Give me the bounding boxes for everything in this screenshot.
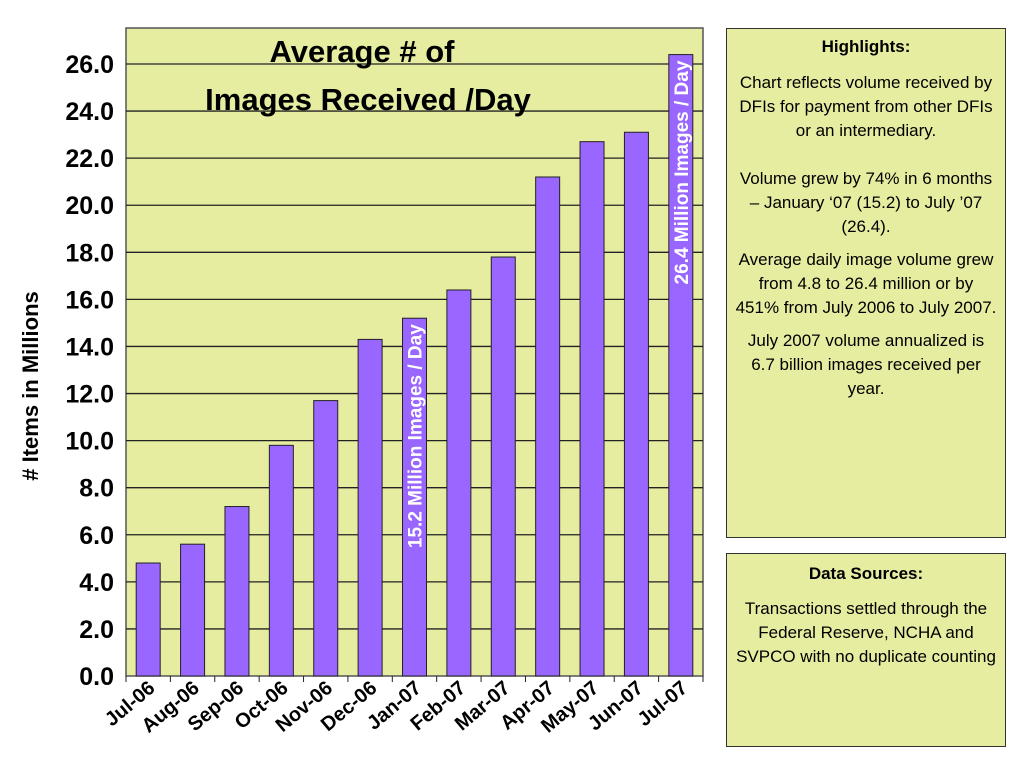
bar-apr-07 [535, 176, 561, 677]
highlight-paragraph-3: Average daily image volume grew from 4.8… [735, 250, 997, 317]
bar-mar-07 [490, 256, 516, 677]
chart-title-line2: Images Received /Day [205, 82, 531, 117]
data-sources-text: Transactions settled through the Federal… [736, 599, 996, 666]
y-tick-label: 26.0 [65, 51, 114, 79]
bars [135, 54, 694, 677]
highlights-heading: Highlights: [821, 37, 911, 56]
y-tick-label: 18.0 [65, 239, 114, 267]
bar-nov-06 [313, 400, 339, 677]
y-tick-label: 20.0 [65, 192, 114, 220]
y-tick-label: 8.0 [79, 475, 114, 503]
y-tick-label: 0.0 [79, 663, 114, 691]
bar-annotation: 15.2 Million Images / Day [406, 324, 427, 548]
y-tick-labels: 0.0 2.0 4.0 6.0 8.0 10.0 12.0 14.0 16.0 18.0 20.0 2… [65, 51, 114, 691]
y-tick-label: 12.0 [65, 381, 114, 409]
data-sources-panel: Data Sources: Transactions settled throu… [726, 553, 1006, 747]
highlight-paragraph-1: Chart reflects volume received by DFIs f… [739, 73, 993, 140]
bar-sep-06 [224, 506, 250, 677]
y-tick-label: 2.0 [79, 616, 114, 644]
highlight-paragraph-2: Volume grew by 74% in 6 months – January… [739, 169, 993, 236]
bar-aug-06 [180, 543, 206, 677]
bar-jul-07 [668, 54, 694, 677]
bar-jan-07 [402, 317, 427, 677]
y-axis-label: # Items in Millions [18, 291, 43, 480]
y-tick-label: 16.0 [65, 286, 114, 314]
bar-annotations: 15.2 Million Images / Day 26.4 Million Im… [406, 60, 693, 548]
chart-title-line1: Average # of [270, 34, 456, 69]
y-tick-label: 24.0 [65, 98, 114, 126]
y-tick-label: 10.0 [65, 428, 114, 456]
bar-jun-07 [623, 131, 649, 677]
bar-jul-06 [135, 562, 161, 677]
bar-chart: 0.0 2.0 4.0 6.0 8.0 10.0 12.0 14.0 16.0 18.0 20.0 2… [18, 27, 704, 737]
highlights-panel: Highlights: Chart reflects volume receiv… [726, 28, 1006, 538]
bar-feb-07 [446, 289, 472, 677]
y-tick-label: 4.0 [79, 569, 114, 597]
bar-may-07 [579, 141, 605, 677]
x-tick-labels: Jul-06Aug-06Sep-06Oct-06Nov-06Dec-06Jan-… [101, 676, 704, 737]
y-tick-label: 22.0 [65, 145, 114, 173]
highlight-paragraph-4: July 2007 volume annualized is 6.7 billi… [747, 331, 985, 398]
x-tick-label: Jul-07 [634, 677, 692, 731]
bar-annotation: 26.4 Million Images / Day [672, 60, 693, 284]
y-tick-label: 6.0 [79, 522, 114, 550]
data-sources-heading: Data Sources: [808, 564, 924, 583]
bar-oct-06 [268, 444, 294, 677]
y-tick-label: 14.0 [65, 333, 114, 361]
gridlines [126, 63, 703, 630]
bar-dec-06 [357, 338, 383, 677]
